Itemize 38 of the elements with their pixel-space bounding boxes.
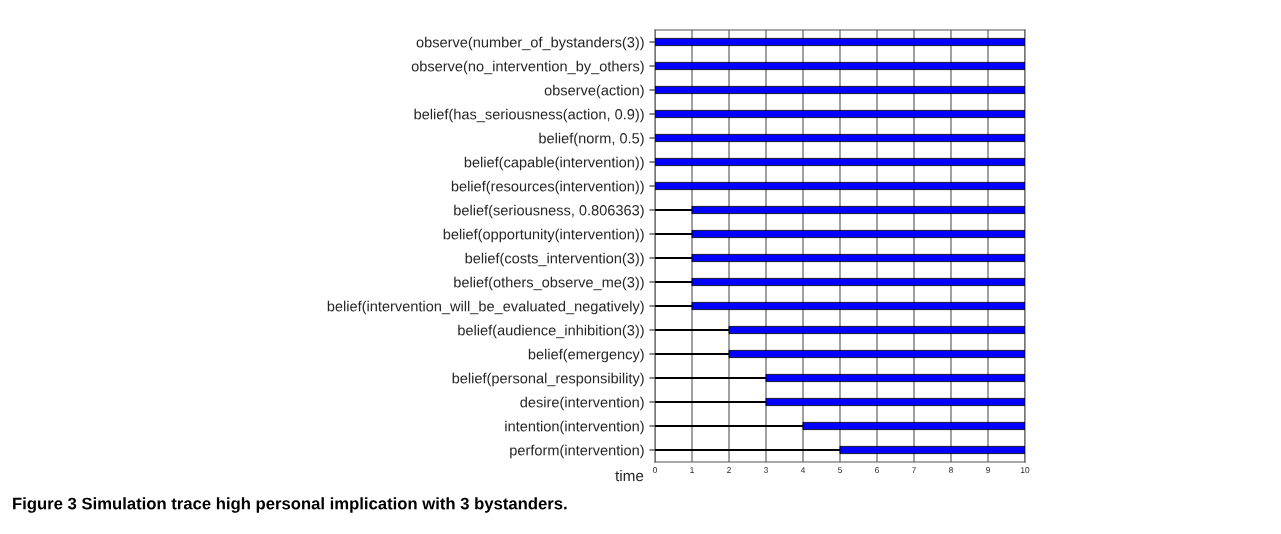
bar (655, 181, 1025, 191)
bar (655, 133, 1025, 143)
bar (655, 157, 1025, 167)
x-tick-label: 4 (800, 467, 806, 473)
x-tick-label: 2 (727, 467, 731, 473)
y-tick-label: belief(resources(intervention)) (451, 180, 644, 195)
y-tick-label: desire(intervention) (520, 396, 644, 411)
x-tick-label: 5 (838, 467, 842, 473)
bar (655, 37, 1025, 47)
y-tick-label: perform(intervention) (510, 444, 644, 459)
x-tick-label: 3 (764, 467, 768, 473)
y-tick-label: observe(action) (544, 84, 644, 99)
x-tick-label: 10 (1021, 467, 1030, 473)
y-tick-label: belief(others_observe_me(3)) (454, 276, 644, 291)
y-tick-label: belief(audience_inhibition(3)) (458, 324, 644, 339)
y-tick-label: belief(intervention_will_be_evaluated_negatively) (327, 300, 644, 315)
x-tick-label: 0 (653, 467, 657, 473)
x-tick-label: 7 (912, 467, 916, 473)
x-tick-label: 8 (949, 467, 953, 473)
y-tick-label: observe(number_of_bystanders(3)) (416, 36, 644, 51)
caption: Figure 3 Simulation trace high personal implication with 3 bystanders. (13, 497, 567, 513)
y-tick-label: intention(intervention) (505, 420, 644, 435)
y-tick-label: belief(opportunity(intervention)) (443, 228, 644, 243)
x-axis-title: time (615, 470, 644, 482)
y-tick-label: belief(has_seriousness(action, 0.9)) (414, 108, 644, 123)
bar (655, 61, 1025, 71)
y-tick-label: belief(costs_intervention(3)) (465, 252, 644, 267)
y-tick-label: belief(emergency) (528, 348, 644, 363)
y-tick-label: belief(seriousness, 0.806363) (454, 204, 644, 219)
y-tick-label: belief(personal_responsibility) (452, 372, 644, 387)
x-tick-label: 9 (986, 467, 990, 473)
bar (655, 85, 1025, 95)
bar (655, 109, 1025, 119)
y-tick-label: observe(no_intervention_by_others) (411, 60, 644, 75)
x-tick-label: 6 (875, 467, 879, 473)
y-tick-label: belief(norm, 0.5) (539, 132, 644, 147)
x-tick-label: 1 (690, 467, 694, 473)
y-tick-label: belief(capable(intervention)) (464, 156, 644, 171)
